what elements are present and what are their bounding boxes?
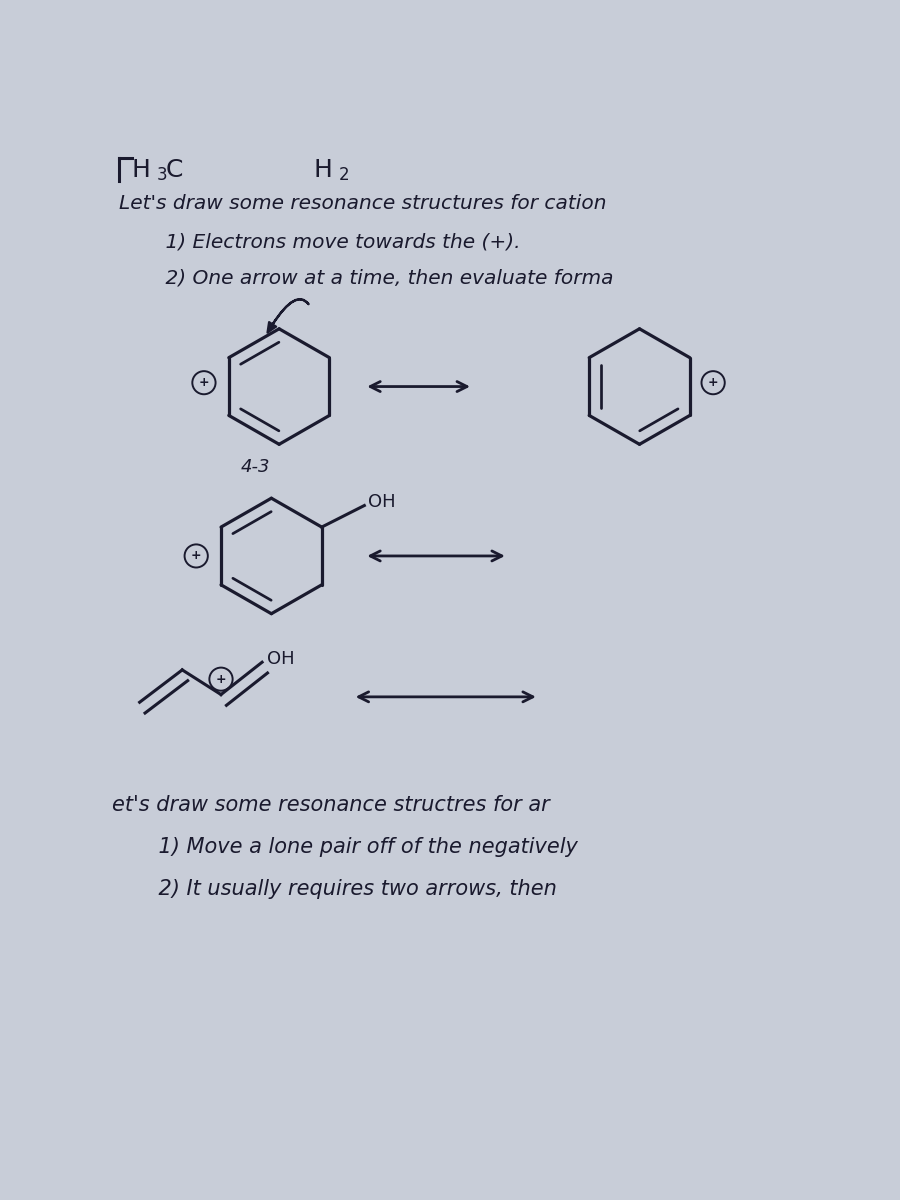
Text: OH: OH [267, 650, 295, 668]
Text: 3: 3 [157, 166, 167, 184]
Text: et's draw some resonance structres for ar: et's draw some resonance structres for a… [112, 794, 550, 815]
Text: 1) Move a lone pair off of the negatively: 1) Move a lone pair off of the negativel… [132, 838, 578, 857]
Text: 2) One arrow at a time, then evaluate forma: 2) One arrow at a time, then evaluate fo… [140, 269, 613, 288]
FancyArrowPatch shape [267, 299, 309, 332]
Text: +: + [707, 376, 718, 389]
Text: Let's draw some resonance structures for cation: Let's draw some resonance structures for… [119, 194, 607, 214]
Text: +: + [191, 550, 202, 563]
Text: 4-3: 4-3 [241, 458, 271, 476]
Text: 2: 2 [338, 166, 349, 184]
Text: OH: OH [368, 493, 396, 511]
Text: H: H [314, 158, 333, 182]
Text: +: + [199, 376, 210, 389]
Text: 2) It usually requires two arrows, then: 2) It usually requires two arrows, then [132, 880, 557, 899]
Text: +: + [216, 673, 226, 685]
Text: H: H [132, 158, 151, 182]
Text: 1) Electrons move towards the (+).: 1) Electrons move towards the (+). [140, 233, 520, 252]
Text: C: C [166, 158, 183, 182]
